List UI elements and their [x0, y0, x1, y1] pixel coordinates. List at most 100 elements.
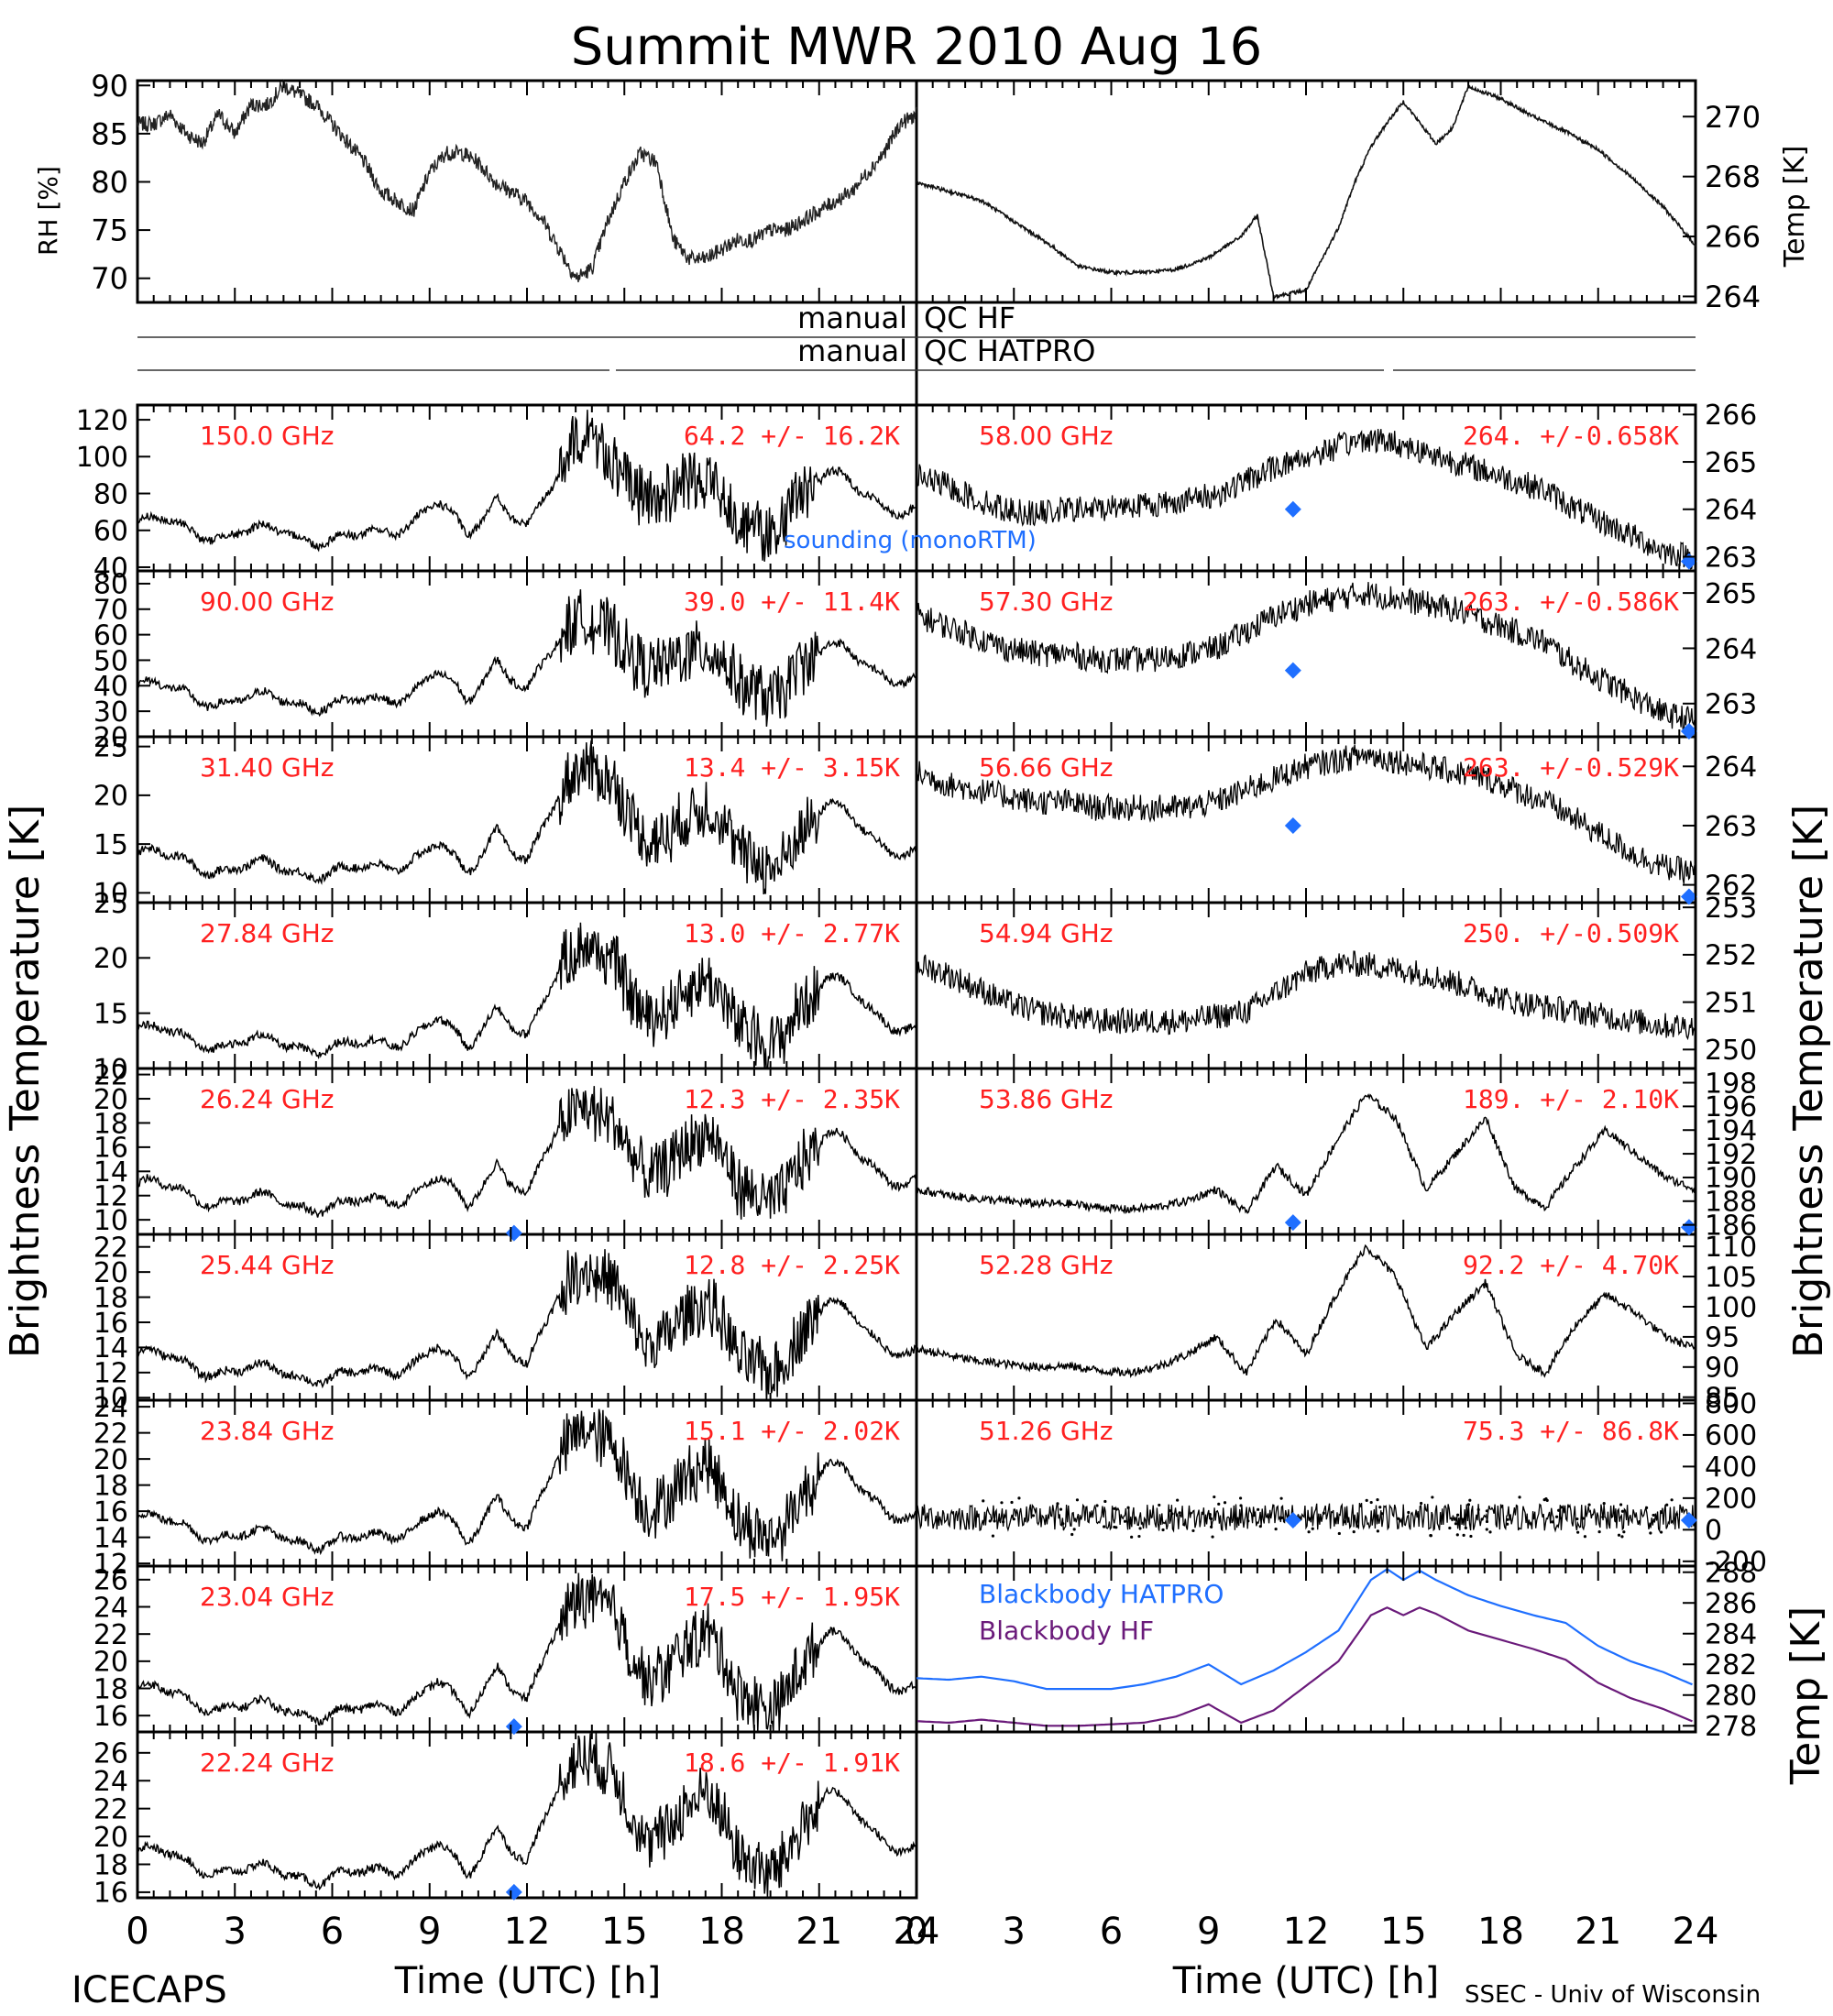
footer-right: SSEC - Univ of Wisconsin	[1465, 1981, 1761, 2009]
tb-outlier-point	[1617, 1533, 1621, 1537]
y-tick-label: 18	[93, 1108, 128, 1140]
tb-outlier-point	[1010, 1500, 1014, 1505]
y-tick-label: 24	[93, 1392, 128, 1424]
frequency-label: 56.66 GHz	[979, 752, 1114, 783]
axes: 7075808590264266268270406080100120263264…	[76, 69, 1767, 1953]
y-tick-label: 70	[91, 261, 128, 296]
tb-outlier-point	[1176, 1498, 1180, 1502]
y-tick-label: 288	[1705, 1558, 1757, 1590]
y-tick-label: 50	[93, 645, 128, 677]
y-tick-label: 16	[93, 1496, 128, 1528]
tb-outlier-point	[982, 1499, 985, 1503]
stats-label: 92.2 +/- 4.70K	[1463, 1250, 1679, 1280]
y-tick-label: 12	[93, 1549, 128, 1581]
y-tick-label: 25	[93, 731, 128, 763]
tb-outlier-point	[1620, 1509, 1625, 1513]
stats-label: 12.8 +/- 2.25K	[684, 1250, 900, 1280]
y-tick-label: 22	[93, 1619, 128, 1651]
y-tick-label: 264	[1705, 751, 1757, 783]
frequency-label: 22.24 GHz	[200, 1748, 335, 1778]
tb-outlier-point	[1274, 1527, 1278, 1531]
brightness-panels: 150.0 GHz 64.2 +/- 16.2K 58.00 GHz 264. +/-…	[137, 410, 1697, 1901]
panel-23.04: 23.04 GHz 17.5 +/- 1.95K	[137, 1572, 916, 1736]
y-tick-label: 16	[93, 1701, 128, 1733]
tb-outlier-point	[1113, 1525, 1116, 1529]
rh-series	[137, 78, 917, 283]
y-tick-label: 265	[1705, 447, 1757, 479]
y-tick-label: 10	[93, 1205, 128, 1237]
stats-label: 18.6 +/- 1.91K	[684, 1748, 900, 1778]
tb-outlier-point	[1103, 1499, 1107, 1504]
tb-series	[916, 429, 1696, 570]
frequency-label: 54.94 GHz	[979, 918, 1114, 948]
sounding-marker	[1284, 662, 1301, 679]
tb-outlier-point	[1070, 1532, 1074, 1537]
tb-outlier-point	[1307, 1530, 1311, 1534]
y-tick-label: 800	[1705, 1388, 1757, 1420]
temp-bottom-axis-label: Temp [K]	[1783, 1606, 1829, 1785]
tb-outlier-point	[1587, 1503, 1591, 1507]
stats-label: 12.3 +/- 2.35K	[684, 1084, 900, 1114]
frequency-label: 150.0 GHz	[200, 421, 335, 451]
frequency-label: 52.28 GHz	[979, 1250, 1114, 1280]
tb-outlier-point	[1191, 1528, 1195, 1533]
tb-outlier-point	[1158, 1503, 1161, 1507]
tb-series	[137, 1249, 916, 1400]
y-tick-label: 80	[91, 165, 128, 200]
qc-hf-manual-label: manual	[797, 301, 907, 335]
tb-outlier-point	[1257, 1507, 1260, 1511]
y-tick-label: 265	[1705, 578, 1757, 610]
tb-series	[916, 744, 1696, 884]
y-tick-label: 10	[93, 878, 128, 910]
tb-outlier-point	[1211, 1535, 1214, 1539]
tb-series	[916, 1093, 1696, 1214]
y-tick-label: 105	[1705, 1262, 1757, 1294]
y-tick-label: 25	[93, 888, 128, 920]
tb-outlier-point	[1279, 1496, 1283, 1500]
tb-outlier-point	[1670, 1498, 1674, 1502]
y-tick-label: 252	[1705, 940, 1757, 972]
y-tick-label: 40	[93, 671, 128, 703]
tb-series	[137, 1572, 916, 1732]
tb-outlier-point	[997, 1518, 1002, 1522]
qc-hatpro-manual-label: manual	[797, 334, 907, 368]
x-tick-label: 6	[1100, 1911, 1123, 1953]
tb-series	[137, 410, 916, 562]
y-tick-label: 30	[93, 696, 128, 729]
blackbody-hf-legend: Blackbody HF	[979, 1616, 1154, 1646]
stats-label: 75.3 +/- 86.8K	[1463, 1416, 1679, 1446]
y-tick-label: 20	[93, 1822, 128, 1854]
tb-outlier-point	[993, 1519, 996, 1523]
sounding-marker	[1284, 500, 1301, 518]
y-tick-label: 251	[1705, 987, 1757, 1019]
tb-outlier-point	[1352, 1530, 1356, 1534]
rh-panel	[137, 78, 917, 283]
y-tick-label: 26	[93, 1738, 128, 1770]
stats-label: 39.0 +/- 11.4K	[684, 586, 900, 617]
y-tick-label: 110	[1705, 1232, 1757, 1264]
y-tick-label: 70	[93, 595, 128, 627]
tb-outlier-point	[1485, 1509, 1488, 1513]
tb-outlier-point	[1622, 1530, 1626, 1534]
tb-outlier-point	[1061, 1522, 1065, 1526]
y-tick-label: 286	[1705, 1588, 1757, 1620]
tb-outlier-point	[1485, 1519, 1489, 1524]
tb-outlier-point	[1620, 1535, 1624, 1539]
y-tick-label: 18	[93, 1673, 128, 1705]
sounding-marker	[1284, 1214, 1301, 1232]
frequency-label: 51.26 GHz	[979, 1416, 1114, 1446]
tb-outlier-point	[1644, 1506, 1649, 1509]
tb-series	[916, 582, 1696, 732]
tb-outlier-point	[1659, 1530, 1663, 1534]
y-tick-label: 95	[1705, 1322, 1740, 1354]
y-tick-label: 100	[1705, 1292, 1757, 1324]
y-tick-label: 18	[93, 1282, 128, 1314]
tb-outlier-point	[1380, 1512, 1384, 1516]
y-tick-label: 280	[1705, 1681, 1757, 1713]
y-tick-label: 40	[93, 553, 128, 585]
y-tick-label: 196	[1705, 1091, 1757, 1123]
y-tick-label: 22	[93, 1418, 128, 1450]
y-tick-label: 20	[93, 1084, 128, 1116]
tb-outlier-point	[1455, 1533, 1459, 1537]
tb-outlier-point	[1376, 1498, 1379, 1502]
